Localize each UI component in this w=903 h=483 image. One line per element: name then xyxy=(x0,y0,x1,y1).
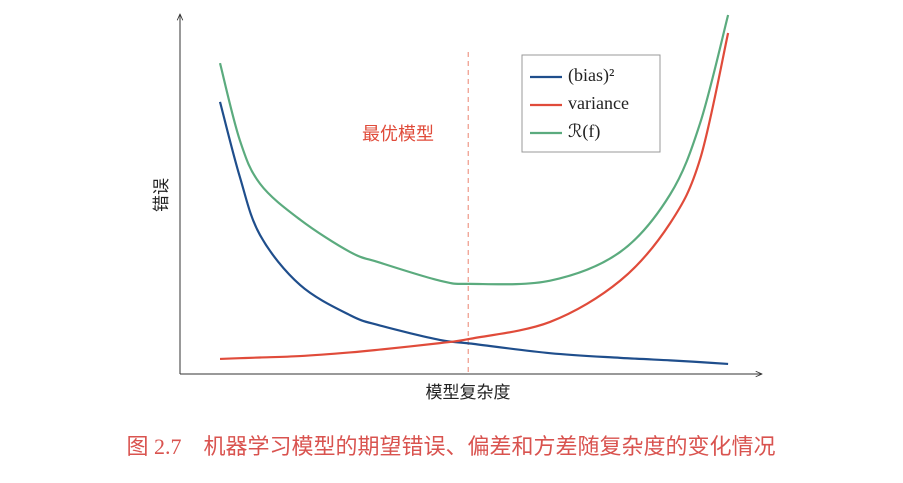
legend-label: ℛ(f) xyxy=(568,121,600,142)
annotation-label: 最优模型 xyxy=(362,124,434,145)
legend-label: (bias)² xyxy=(568,65,614,86)
series-line xyxy=(218,101,729,366)
caption: 图 2.7 机器学习模型的期望错误、偏差和方差随复杂度的变化情况 xyxy=(126,434,775,459)
x-axis-label: 模型复杂度 xyxy=(426,383,511,403)
series-line xyxy=(219,32,730,361)
series-line xyxy=(218,14,730,286)
y-axis-label: 错误 xyxy=(152,178,172,212)
legend-label: variance xyxy=(568,93,629,113)
legend-box xyxy=(521,54,661,153)
